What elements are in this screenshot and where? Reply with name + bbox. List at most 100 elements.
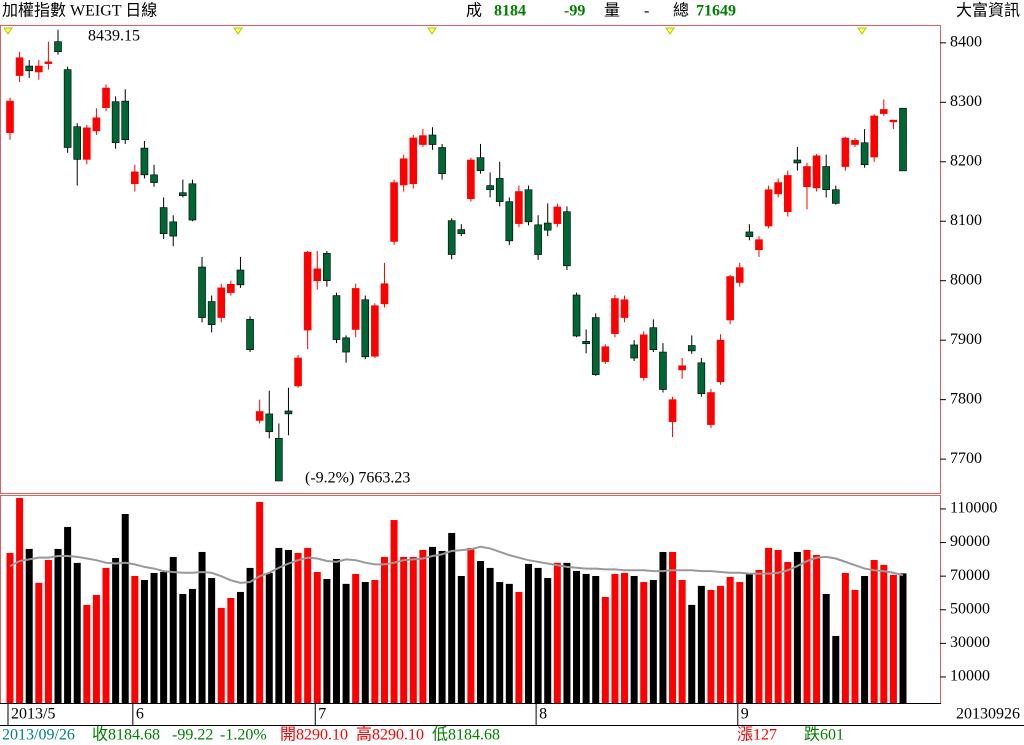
annotation: 8439.15 [88, 28, 140, 45]
footer-down: 跌601 [804, 726, 844, 744]
volume-bar [294, 552, 302, 703]
footer-open: 開8290.10 [280, 727, 348, 744]
volume-bar [409, 556, 417, 703]
volume-bar [217, 607, 225, 703]
header-label: 總 [673, 2, 689, 20]
marker [427, 27, 437, 35]
header-value: 71649 [696, 3, 736, 20]
price-frame [0, 25, 941, 494]
volume-bar [332, 559, 340, 703]
volume-bar [851, 589, 859, 703]
candle-body [505, 201, 514, 242]
candle-body [726, 276, 734, 321]
marker [3, 27, 13, 35]
volume-bar [553, 562, 561, 703]
volume-bar [505, 583, 513, 703]
volume-bar [198, 551, 206, 703]
volume-bar [44, 560, 52, 703]
volume-bar [889, 574, 897, 703]
candle-body [246, 319, 254, 350]
candle-body [563, 211, 571, 267]
volume-bar [92, 594, 100, 703]
candle-body [332, 295, 341, 340]
candle-body [265, 413, 274, 433]
volume-bar [669, 551, 677, 703]
candle-body [639, 334, 648, 378]
candle-body [438, 147, 446, 174]
candle-body [860, 142, 869, 166]
candle-body [879, 109, 888, 114]
volume-bar [601, 596, 609, 703]
candle-body [678, 365, 686, 371]
x-tick-label: 2013/5 [11, 706, 55, 723]
header-value: -99 [564, 3, 585, 20]
candle-body [361, 299, 370, 358]
volume-bar [265, 572, 273, 703]
candle-body [275, 437, 283, 482]
x-tick-label: 6 [136, 706, 144, 723]
candle-body [121, 100, 130, 141]
candle-body [447, 220, 456, 255]
candle-body [390, 182, 398, 242]
y-tick-label: 8400 [950, 34, 982, 51]
volume-bar [745, 573, 753, 703]
candle-body [131, 171, 139, 185]
candle-body [495, 178, 504, 202]
volume-bar [140, 580, 148, 703]
candle-body [582, 341, 590, 345]
volume-bar [496, 582, 504, 703]
candle-body [92, 117, 101, 132]
candle-body [6, 100, 14, 133]
volume-bar [323, 579, 331, 703]
footer-up: 漲127 [737, 726, 777, 744]
candle-body [572, 294, 581, 337]
volume-bar [371, 580, 379, 703]
candle-body [649, 327, 658, 350]
candle-body [812, 155, 821, 189]
candle-body [659, 351, 667, 390]
candle-body [745, 231, 754, 238]
y-tick-label: 8300 [950, 93, 982, 110]
marker [233, 27, 243, 35]
volume-bar [390, 520, 398, 703]
volume-bar [678, 580, 686, 703]
candle-body [284, 410, 293, 415]
volume-bar [621, 572, 629, 703]
volume-bar [400, 556, 408, 703]
candle-body [83, 127, 91, 160]
volume-bar [525, 563, 533, 703]
candle-body [140, 147, 149, 176]
footer-date: 2013/09/26 [2, 727, 75, 744]
candle-body [841, 137, 850, 167]
marker [665, 27, 675, 35]
candle-body [774, 182, 782, 195]
candle-body [668, 399, 677, 422]
volume-bar [102, 567, 110, 703]
volume-bar [717, 585, 725, 703]
volume-bar [803, 549, 811, 703]
candle-body [783, 175, 792, 213]
candle-body [591, 317, 600, 375]
volume-bar [467, 547, 475, 703]
candle-body [409, 137, 418, 185]
volume-bar [246, 567, 254, 703]
volume-bar [256, 501, 264, 703]
volume-bar [544, 577, 552, 703]
candle-body [707, 392, 715, 425]
moving-average [9, 545, 904, 584]
volume-bar [592, 575, 600, 703]
header-value: 8184 [494, 3, 526, 20]
volume-bar [208, 577, 216, 703]
candle-body [620, 299, 629, 318]
candle-body [697, 362, 706, 394]
volume-bar [611, 573, 619, 703]
y-tick-label: 7700 [950, 450, 982, 467]
candle-body [553, 206, 562, 224]
annotation: (-9.2%) 7663.23 [305, 470, 410, 487]
candle-body [217, 287, 226, 318]
header-source: 大富資訊 [956, 2, 1020, 20]
volume-bar [870, 560, 878, 703]
footer-close: 收8184.68 [92, 726, 160, 744]
volume-bar [573, 570, 581, 703]
